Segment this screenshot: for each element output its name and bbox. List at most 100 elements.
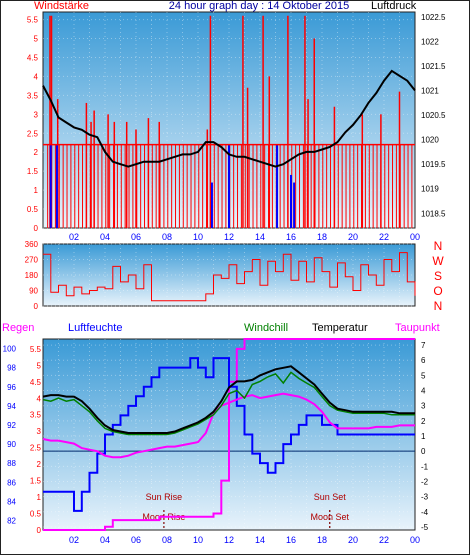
wind-tick-2-5: 2.5 xyxy=(27,129,39,138)
pressure-tick-1019-5: 1019.5 xyxy=(421,160,446,169)
temperatur-label: Temperatur xyxy=(312,322,368,334)
humidity-tick-94: 94 xyxy=(7,402,16,411)
humidity-tick-82: 82 xyxy=(7,516,16,525)
rain-line xyxy=(43,338,415,531)
temperature-tick-1: -1 xyxy=(421,462,429,471)
rain-tick-0-5: 0.5 xyxy=(30,510,42,519)
wind-direction-line xyxy=(43,252,416,302)
x-tick-12: 12 xyxy=(224,535,234,545)
temperature-tick-2: 2 xyxy=(421,417,426,426)
windstaerke-label: Windstärke xyxy=(34,0,89,12)
wind-tick-3-5: 3.5 xyxy=(27,91,39,100)
direction-tick-180: 180 xyxy=(25,271,39,280)
x-tick-02: 02 xyxy=(69,535,79,545)
direction-tick-0: 0 xyxy=(34,302,39,311)
temperature-tick-3: -3 xyxy=(421,493,429,502)
x-tick-14: 14 xyxy=(255,535,265,545)
pressure-tick-1022: 1022 xyxy=(421,37,439,46)
wind-pressure-panel: 0 0.5 1 1.5 2 2.5 3 3.5 4 4.5 5 5.5 1018.5 1019 1019.… xyxy=(27,11,446,242)
taupunkt-label: Taupunkt xyxy=(395,322,440,334)
rain-tick-5-5: 5.5 xyxy=(30,345,42,354)
pressure-tick-1022-5: 1022.5 xyxy=(421,13,446,22)
temperature-tick-4: -4 xyxy=(421,508,429,517)
pressure-tick-1020: 1020 xyxy=(421,136,439,145)
pressure-tick-1021: 1021 xyxy=(421,87,439,96)
event-label-moon-set: Moon Set xyxy=(310,512,349,522)
humidity-tick-84: 84 xyxy=(7,497,16,506)
pressure-tick-1019: 1019 xyxy=(421,185,439,194)
compass-label-s: S xyxy=(434,269,442,283)
wind-tick-4-5: 4.5 xyxy=(27,53,39,62)
x-tick-20: 20 xyxy=(348,535,358,545)
x-tick-06: 06 xyxy=(131,535,141,545)
rain-tick-3-5: 3.5 xyxy=(30,411,42,420)
x-tick-10: 10 xyxy=(193,232,203,242)
regen-label: Regen xyxy=(2,322,34,334)
wind-direction-axis: 0 90 180 270 360 xyxy=(25,240,39,311)
temperature-axis: -5 -4 -3 -2 -1 0 1 2 3 4 5 6 7 xyxy=(421,341,429,532)
event-label-sun-set: Sun Set xyxy=(314,492,347,502)
pressure-series xyxy=(42,69,416,168)
x-tick-06: 06 xyxy=(131,232,141,242)
wind-tick-2: 2 xyxy=(34,148,39,157)
x-tick-14: 14 xyxy=(255,232,265,242)
wind-tick-5: 5 xyxy=(34,35,39,44)
wind-tick-1: 1 xyxy=(34,186,39,195)
humidity-axis: 82 84 86 88 90 92 94 96 98 100 xyxy=(3,345,17,526)
x-tick-08: 08 xyxy=(162,535,172,545)
wind-tick-5-5: 5.5 xyxy=(27,16,39,25)
temperature-tick-7: 7 xyxy=(421,341,426,350)
x-tick-22: 22 xyxy=(379,232,389,242)
dewpoint-line xyxy=(42,392,415,459)
compass-label-w: W xyxy=(432,254,444,268)
pressure-line xyxy=(42,69,416,168)
wind-tick-4: 4 xyxy=(34,72,39,81)
rain-tick-0: 0 xyxy=(37,526,42,535)
wind-direction-series xyxy=(43,252,416,302)
pressure-axis: 1018.5 1019 1019.5 1020 1020.5 1021 1021.5 1022… xyxy=(421,13,446,218)
humidity-tick-86: 86 xyxy=(7,478,16,487)
x-tick-02: 02 xyxy=(69,232,79,242)
chart-title: 24 hour graph day : 14 Oktober 2015 xyxy=(169,0,349,12)
x-tick-04: 04 xyxy=(100,232,110,242)
x-tick-18: 18 xyxy=(317,232,327,242)
rain-tick-4-5: 4.5 xyxy=(30,378,42,387)
rain-tick-3: 3 xyxy=(37,427,42,436)
x-tick-04: 04 xyxy=(100,535,110,545)
direction-tick-270: 270 xyxy=(25,256,39,265)
temperature-line xyxy=(42,365,415,434)
rain-axis: 0 0.5 1 1.5 2 2.5 3 3.5 4 4.5 5 5.5 xyxy=(30,345,42,535)
temperature-tick-0: 0 xyxy=(421,447,426,456)
humidity-tick-98: 98 xyxy=(7,364,16,373)
pressure-tick-1021-5: 1021.5 xyxy=(421,62,446,71)
wind-axis: 0 0.5 1 1.5 2 2.5 3 3.5 4 4.5 5 5.5 xyxy=(27,16,39,233)
x-tick-00: 00 xyxy=(410,535,420,545)
wind-tick-0-5: 0.5 xyxy=(27,205,39,214)
x-tick-00: 00 xyxy=(410,232,420,242)
rain-tick-2-5: 2.5 xyxy=(30,444,42,453)
humidity-tick-88: 88 xyxy=(7,459,16,468)
humidity-tick-92: 92 xyxy=(7,421,16,430)
x-tick-22: 22 xyxy=(379,535,389,545)
event-label-sun-rise: Sun Rise xyxy=(146,492,183,502)
humidity-line xyxy=(43,357,415,512)
x-tick-12: 12 xyxy=(224,232,234,242)
windchill-label: Windchill xyxy=(244,322,288,334)
compass-label-n: N xyxy=(434,239,443,253)
pressure-tick-1018-5: 1018.5 xyxy=(421,209,446,218)
wind-tick-1-5: 1.5 xyxy=(27,167,39,176)
climate-time-axis: 02 04 06 08 10 12 14 16 18 20 22 00 xyxy=(69,535,420,545)
x-tick-10: 10 xyxy=(193,535,203,545)
humidity-tick-90: 90 xyxy=(7,440,16,449)
temperature-tick-3: 3 xyxy=(421,402,426,411)
x-tick-18: 18 xyxy=(317,535,327,545)
temperature-tick-4: 4 xyxy=(421,387,426,396)
wind-series xyxy=(43,15,415,228)
luftdruck-label: Luftdruck xyxy=(371,0,417,12)
wind-tick-0: 0 xyxy=(34,224,39,233)
